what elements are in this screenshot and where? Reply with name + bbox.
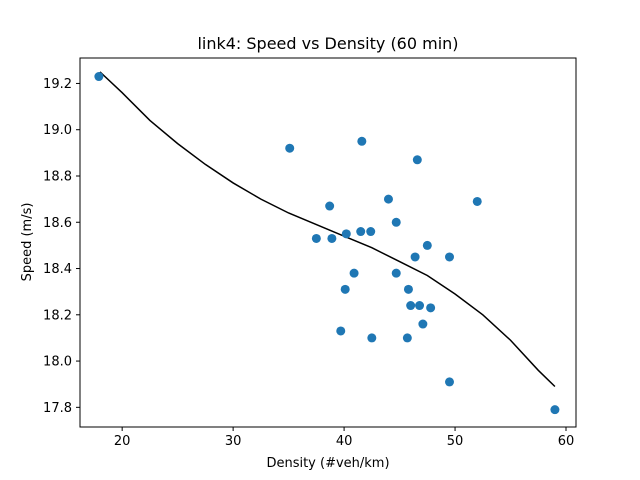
data-point (356, 227, 366, 237)
y-tick-label: 18.4 (43, 262, 72, 277)
data-point (391, 268, 401, 278)
y-tick-label: 18.0 (43, 355, 72, 370)
data-point (94, 72, 104, 82)
plot-frame (79, 57, 577, 428)
data-point (422, 240, 432, 250)
data-point (340, 284, 350, 294)
y-axis-ticks: 17.8 18.0 18.2 18.4 18.6 18.8 19.0 19.2 (43, 77, 80, 416)
data-point (426, 303, 436, 313)
y-tick-label: 18.6 (43, 216, 72, 231)
y-tick-label: 18.2 (43, 308, 72, 323)
fit-curve (99, 71, 556, 388)
data-point (418, 319, 428, 329)
data-point (415, 301, 425, 311)
data-point (412, 155, 422, 165)
scatter-points-layer (94, 72, 560, 415)
x-axis-label: Density (#veh/km) (266, 456, 389, 471)
fit-curve-layer (99, 71, 556, 388)
data-point (367, 333, 377, 343)
data-point (327, 233, 337, 243)
x-tick-label: 20 (114, 434, 131, 449)
y-tick-label: 19.2 (43, 77, 72, 92)
plot-area (80, 58, 576, 427)
y-tick-label: 19.0 (43, 123, 72, 138)
data-point (402, 333, 412, 343)
data-point (341, 229, 351, 239)
x-axis-ticks: 20 30 40 50 60 (114, 427, 574, 449)
data-point (311, 233, 321, 243)
x-tick-label: 50 (447, 434, 464, 449)
data-point (391, 217, 401, 227)
data-point (349, 268, 359, 278)
y-tick-label: 17.8 (43, 401, 72, 416)
data-point (325, 201, 335, 211)
data-point (406, 301, 416, 311)
chart-title: link4: Speed vs Density (60 min) (197, 34, 458, 53)
data-point (357, 136, 367, 146)
data-point (410, 252, 420, 262)
data-point (336, 326, 346, 336)
data-point (383, 194, 393, 204)
data-point (550, 405, 560, 415)
y-axis-label: Speed (m/s) (20, 203, 35, 282)
data-point (285, 143, 295, 153)
x-tick-label: 30 (225, 434, 242, 449)
data-point (472, 196, 482, 206)
data-point (445, 377, 454, 387)
data-point (445, 252, 454, 262)
y-tick-label: 18.8 (43, 169, 72, 184)
data-point (403, 284, 413, 294)
data-point (366, 227, 376, 237)
x-tick-label: 40 (336, 434, 353, 449)
x-tick-label: 60 (558, 434, 575, 449)
